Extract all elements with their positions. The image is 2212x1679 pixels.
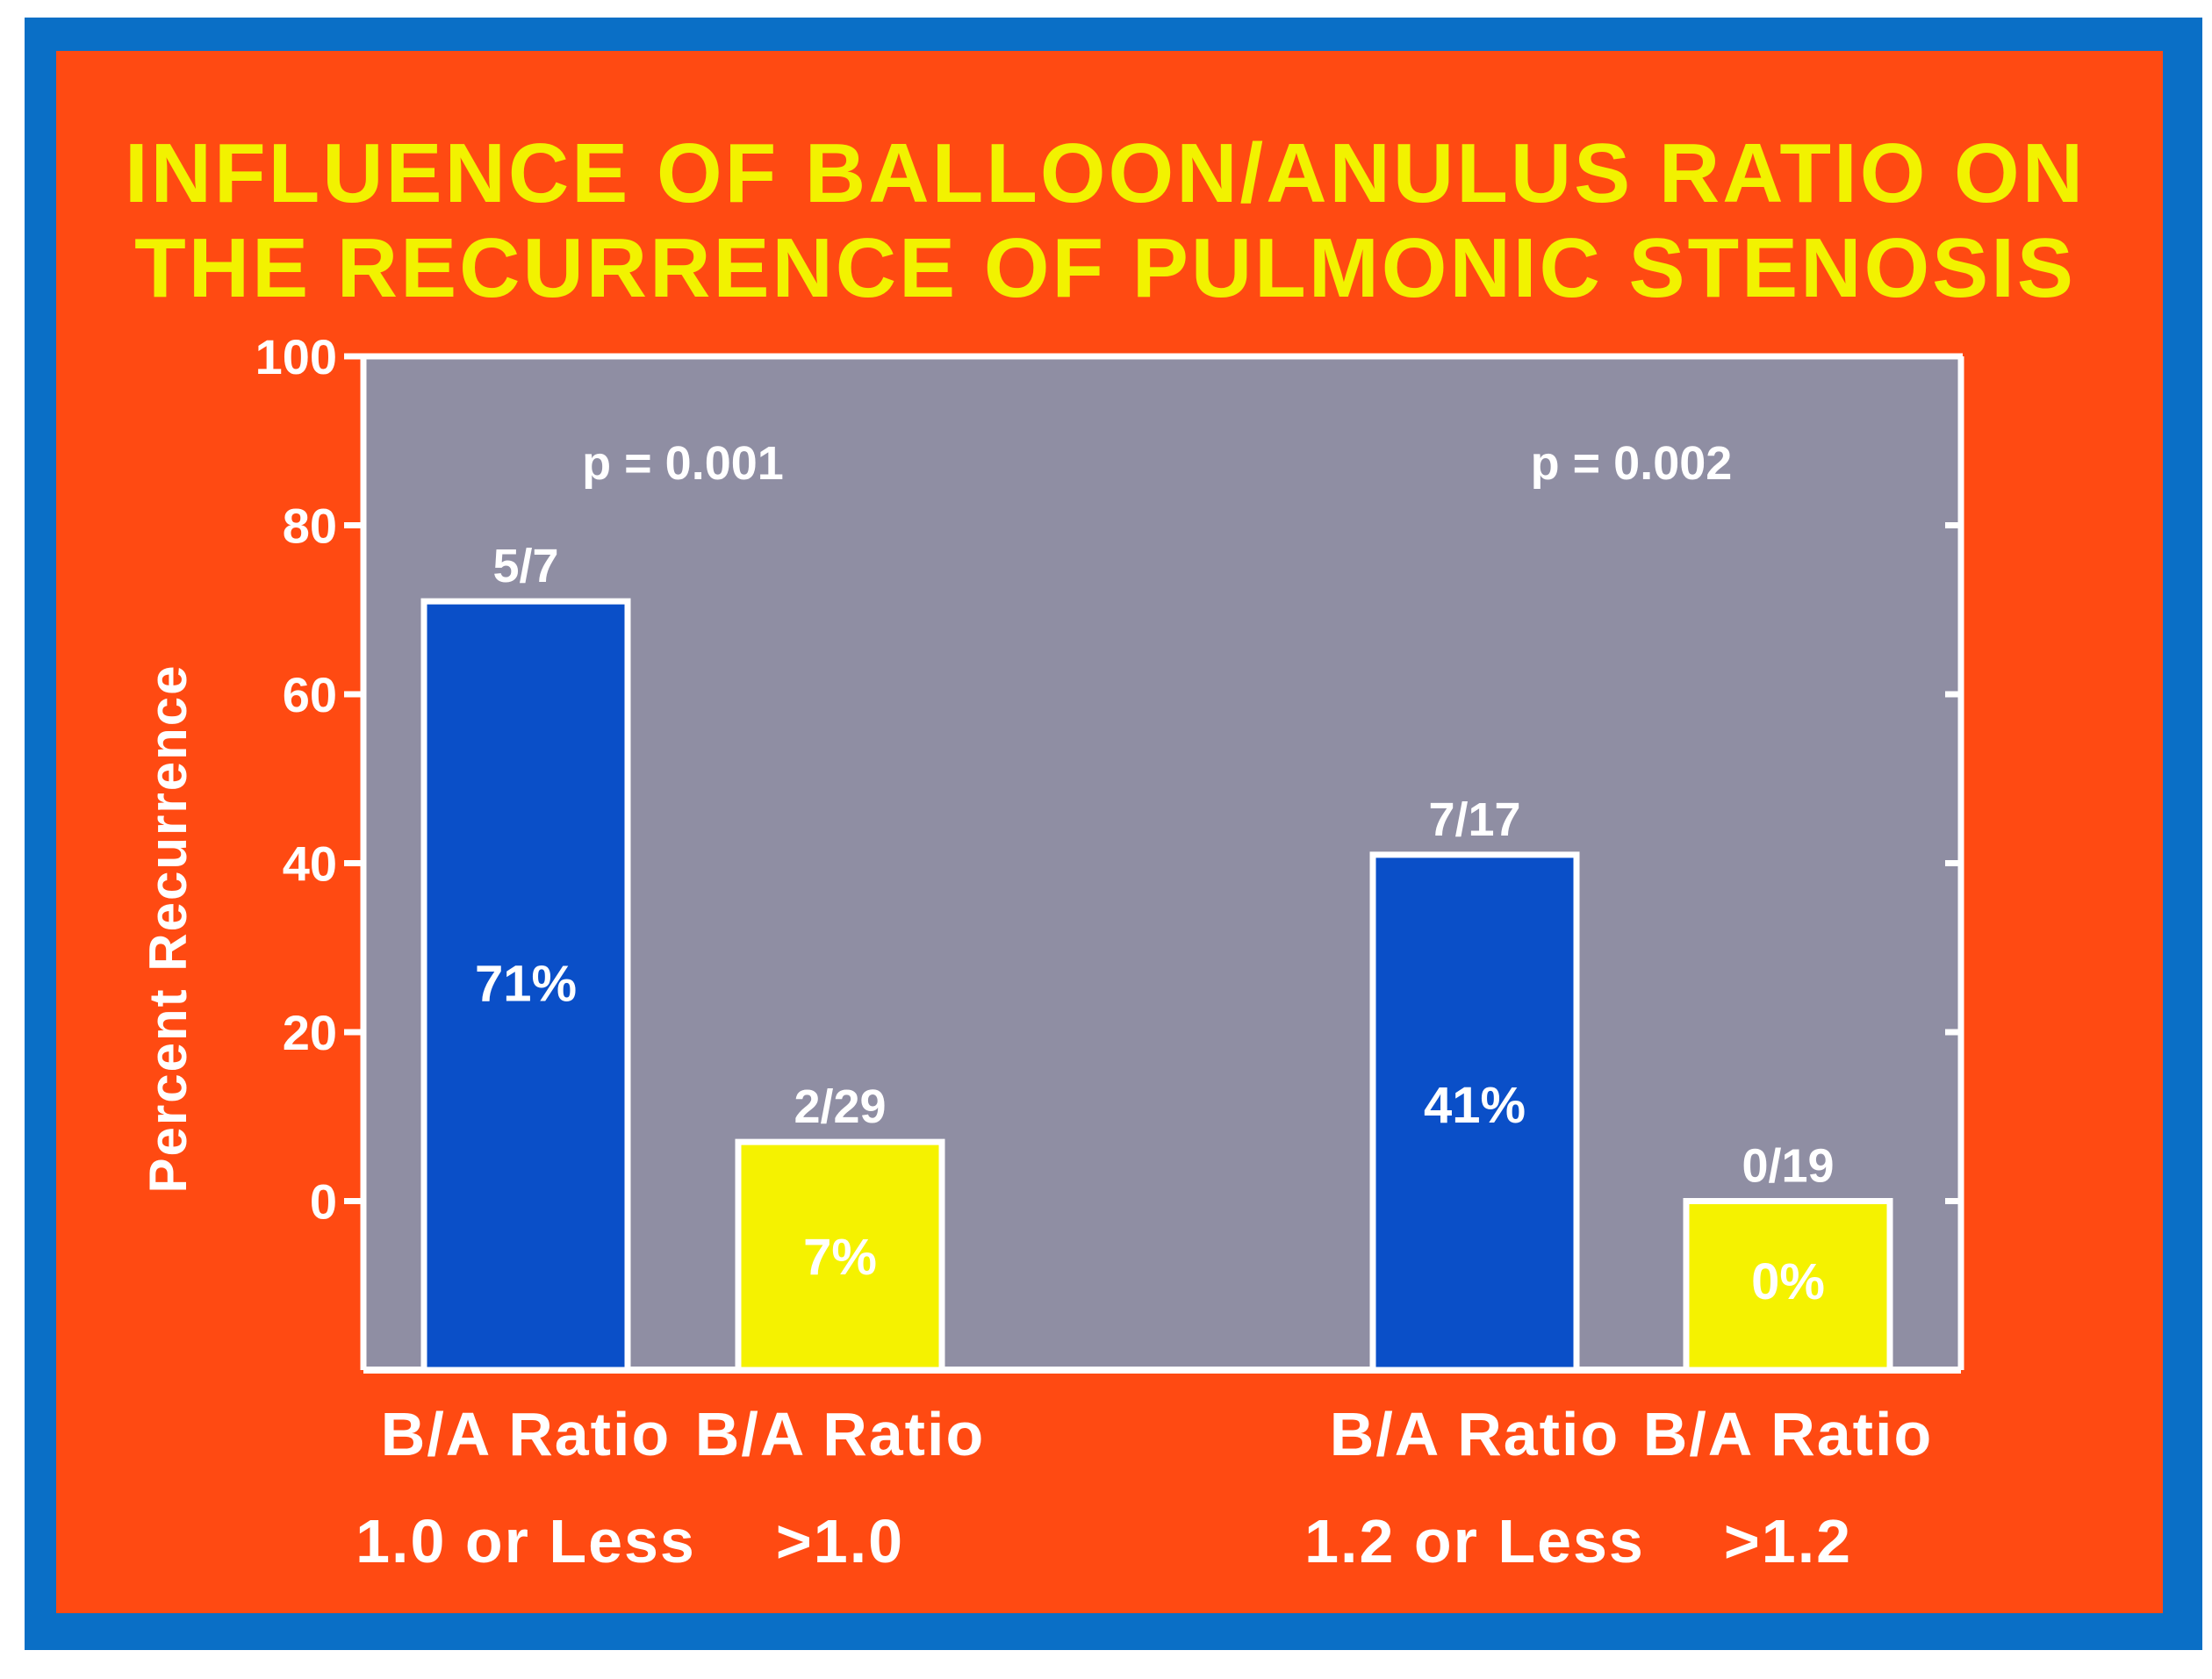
chart: INFLUENCE OF BALLOON/ANULUS RATIO ON THE… (125, 126, 2086, 1575)
bar-fraction-label: 0/19 (1742, 1140, 1834, 1193)
y-tick-label: 20 (283, 1005, 337, 1060)
bar (420, 598, 631, 1374)
category-label-line-2: 1.2 or Less (1304, 1507, 1645, 1575)
category-label-line-2: >1.0 (776, 1507, 904, 1575)
bar-percent-label: 71% (475, 956, 577, 1013)
bar (1683, 1198, 1893, 1374)
y-tick-label: 0 (310, 1174, 337, 1230)
chart-title-line-2: THE RECURRENCE OF PULMONIC STENOSIS (134, 221, 2076, 315)
bar-percent-label: 0% (1751, 1253, 1825, 1310)
bar (735, 1138, 945, 1374)
category-label-line-1: B/A Ratio (1330, 1400, 1620, 1468)
p-value-label: p = 0.001 (582, 437, 784, 490)
slide: INFLUENCE OF BALLOON/ANULUS RATIO ON THE… (56, 51, 2163, 1613)
bar-fraction-label: 7/17 (1428, 793, 1520, 846)
category-label-line-1: B/A Ratio (1643, 1400, 1933, 1468)
bar-fraction-label: 5/7 (492, 540, 558, 592)
chart-title: INFLUENCE OF BALLOON/ANULUS RATIO ON THE… (125, 126, 2086, 315)
category-label-line-2: 1.0 or Less (356, 1507, 696, 1575)
category-label-line-1: B/A Ratio (381, 1400, 671, 1468)
slide-border-frame: INFLUENCE OF BALLOON/ANULUS RATIO ON THE… (25, 18, 2202, 1650)
y-tick-label: 80 (283, 499, 337, 554)
chart-title-line-1: INFLUENCE OF BALLOON/ANULUS RATIO ON (125, 126, 2086, 220)
bar-percent-label: 7% (803, 1229, 877, 1286)
y-axis-title: Percent Recurrence (139, 664, 198, 1194)
category-label-line-1: B/A Ratio (695, 1400, 985, 1468)
y-tick-label: 40 (283, 836, 337, 892)
bar (1369, 851, 1580, 1374)
bar-percent-label: 41% (1424, 1077, 1526, 1134)
y-tick-label: 60 (283, 667, 337, 722)
bar-labels: p = 0.001 5/7 71% 2/29 7% p = 0.002 7/17 41% 0/1… (475, 437, 1835, 1310)
p-value-label: p = 0.002 (1531, 437, 1733, 490)
category-label-line-2: >1.2 (1724, 1507, 1852, 1575)
bar-fraction-label: 2/29 (794, 1080, 886, 1133)
bars (420, 598, 1893, 1374)
category-labels: B/A Ratio 1.0 or Less B/A Ratio >1.0 B/A Rat… (356, 1400, 1933, 1575)
y-tick-label: 100 (255, 329, 337, 384)
